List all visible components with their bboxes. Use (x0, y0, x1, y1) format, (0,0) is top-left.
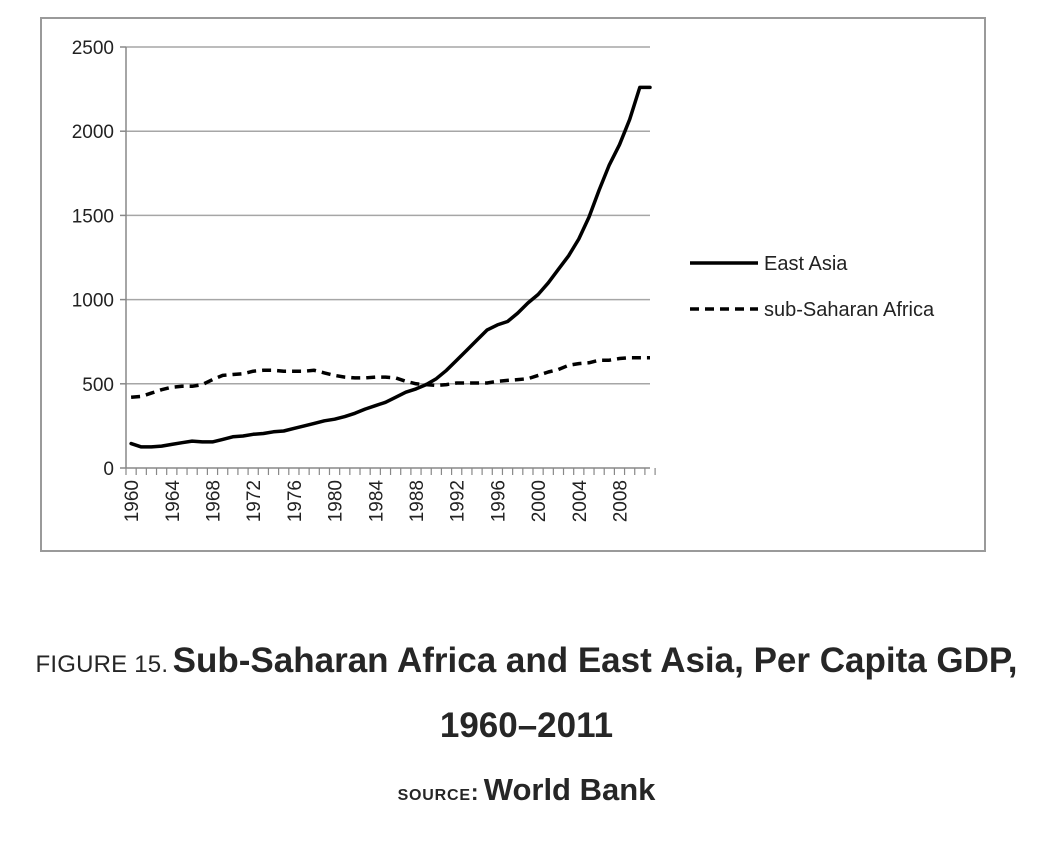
x-tick-label: 1964 (163, 480, 184, 523)
figure-title: Sub-Saharan Africa and East Asia, Per Ca… (172, 641, 1018, 745)
y-tick-label: 2000 (72, 122, 114, 143)
line-chart: 0 500 1000 1500 2000 2500 1960 1964 1968 1972 1976… (72, 38, 935, 523)
x-tick-label: 1988 (407, 480, 428, 522)
y-tick-label: 2500 (72, 38, 114, 59)
figure-caption: FIGURE 15. Sub-Saharan Africa and East A… (0, 632, 1053, 762)
axes: 0 500 1000 1500 2000 2500 1960 1964 1968 1972 1976… (72, 38, 656, 523)
x-tick-label: 1968 (203, 480, 224, 522)
series-lines (129, 85, 652, 449)
chart-frame (40, 17, 986, 552)
x-tick-label: 2000 (529, 480, 550, 522)
source-label: source: (397, 779, 480, 805)
source-value: World Bank (483, 772, 656, 807)
y-tick-label: 0 (103, 459, 114, 480)
x-tick-label: 1972 (244, 480, 265, 522)
x-tick-label: 1984 (366, 480, 387, 523)
y-tick-label: 1500 (72, 206, 114, 227)
x-tick-label: 1992 (448, 480, 469, 522)
figure-number: FIGURE 15. (35, 651, 169, 678)
x-tick-label: 1976 (285, 480, 306, 522)
y-tick-label: 1000 (72, 291, 114, 312)
gridlines (126, 46, 650, 385)
x-tick-label: 2004 (570, 480, 591, 523)
legend-entry: East Asia (764, 253, 848, 275)
legend-entry: sub-Saharan Africa (764, 299, 935, 321)
legend: East Asia sub-Saharan Africa (690, 253, 935, 321)
source-line: source: World Bank (0, 772, 1053, 808)
x-tick-label: 1960 (122, 480, 143, 522)
series-line-east-asia (129, 85, 652, 449)
y-tick-label: 500 (82, 375, 114, 396)
series-line-sub-saharan-africa (130, 355, 650, 400)
x-tick-label: 1996 (488, 480, 509, 522)
x-tick-label: 2008 (610, 480, 631, 522)
x-tick-label: 1980 (326, 480, 347, 522)
